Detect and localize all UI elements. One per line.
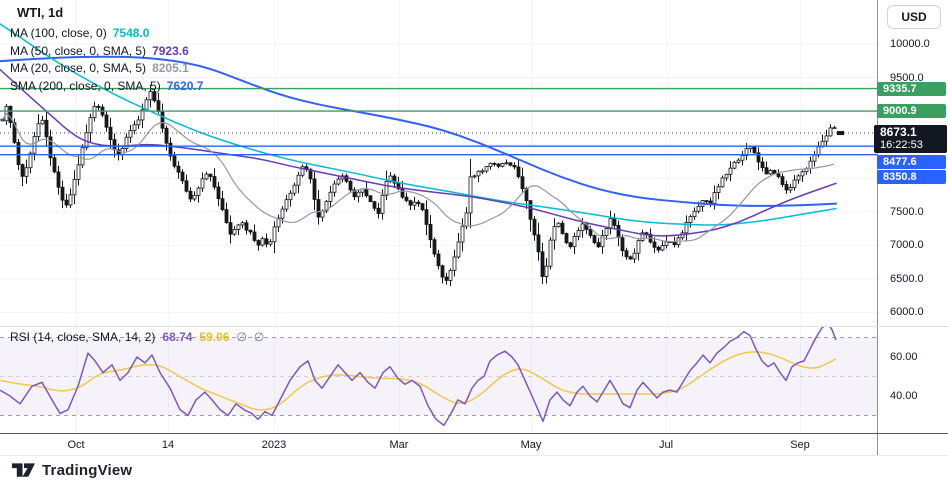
symbol-title: WTI, 1d (17, 5, 64, 20)
level-label-2: 9000.9 (877, 104, 946, 118)
legend-row-ma50[interactable]: MA (50, close, 0, SMA, 5) 7923.6 (10, 43, 189, 58)
rsi-sma-value: 59.06 (199, 330, 230, 344)
time-axis[interactable]: Oct 14 2023 Mar May Jul Sep (0, 433, 948, 455)
bar-countdown: 16:22:53 (880, 139, 923, 151)
legend-row-ma20[interactable]: MA (20, close, 0, SMA, 5) 8205.1 (10, 61, 189, 75)
time-tick-2023: 2023 (261, 439, 287, 451)
price-tick-9500.0: 9500.0 (890, 71, 924, 84)
legend-row-sma200[interactable]: SMA (200, close, 0, SMA, 5) 7620.7 (10, 78, 204, 93)
level-label-3: 8477.6 (877, 155, 946, 169)
price-tick-7500.0: 7500.0 (890, 205, 924, 218)
time-tick-Sep: Sep (790, 439, 810, 451)
time-tick-Mar: Mar (389, 439, 409, 451)
time-tick-Jul: Jul (658, 439, 674, 451)
rsi-null-2: ∅ (253, 330, 265, 344)
current-price-label: 8673.1 16:22:53 (874, 125, 947, 153)
ma50-value: 7923.6 (152, 43, 189, 58)
rsi-tick-40.00: 40.00 (890, 390, 918, 402)
rsi-value: 68.74 (162, 330, 193, 344)
time-tick-May: May (520, 439, 542, 451)
currency-button[interactable]: USD (887, 5, 941, 29)
rsi-legend[interactable]: RSI (14, close, SMA, 14, 2) 68.74 59.06 ∅ ∅ (10, 330, 265, 344)
brand-text: TradingView (42, 462, 133, 479)
price-axis[interactable]: 9335.7 9000.9 8673.1 16:22:53 8477.6 835… (0, 0, 948, 455)
price-tick-6500.0: 6500.0 (890, 272, 924, 285)
indicator-legend: WTI, 1d MA (100, close, 0) 7548.0 MA (50,… (10, 5, 203, 95)
price-tick-10000.0: 10000.0 (890, 38, 930, 50)
time-tick-Oct: Oct (67, 439, 85, 451)
sma200-value: 7620.7 (166, 78, 204, 93)
current-price: 8673.1 (880, 125, 917, 139)
tradingview-logo-icon (12, 463, 35, 477)
time-tick-14: 14 (161, 439, 175, 451)
level-label-1: 9335.7 (877, 82, 946, 96)
rsi-null-1: ∅ (236, 330, 247, 344)
tradingview-watermark[interactable]: TradingView (12, 462, 132, 479)
price-tick-6000.0: 6000.0 (890, 306, 924, 319)
ma100-value: 7548.0 (112, 26, 150, 40)
price-tick-7000.0: 7000.0 (890, 239, 924, 252)
level-label-4: 8350.8 (877, 170, 946, 184)
ma20-value: 8205.1 (152, 61, 189, 75)
rsi-tick-60.00: 60.00 (890, 351, 918, 363)
legend-row-ma100[interactable]: MA (100, close, 0) 7548.0 (10, 26, 150, 40)
